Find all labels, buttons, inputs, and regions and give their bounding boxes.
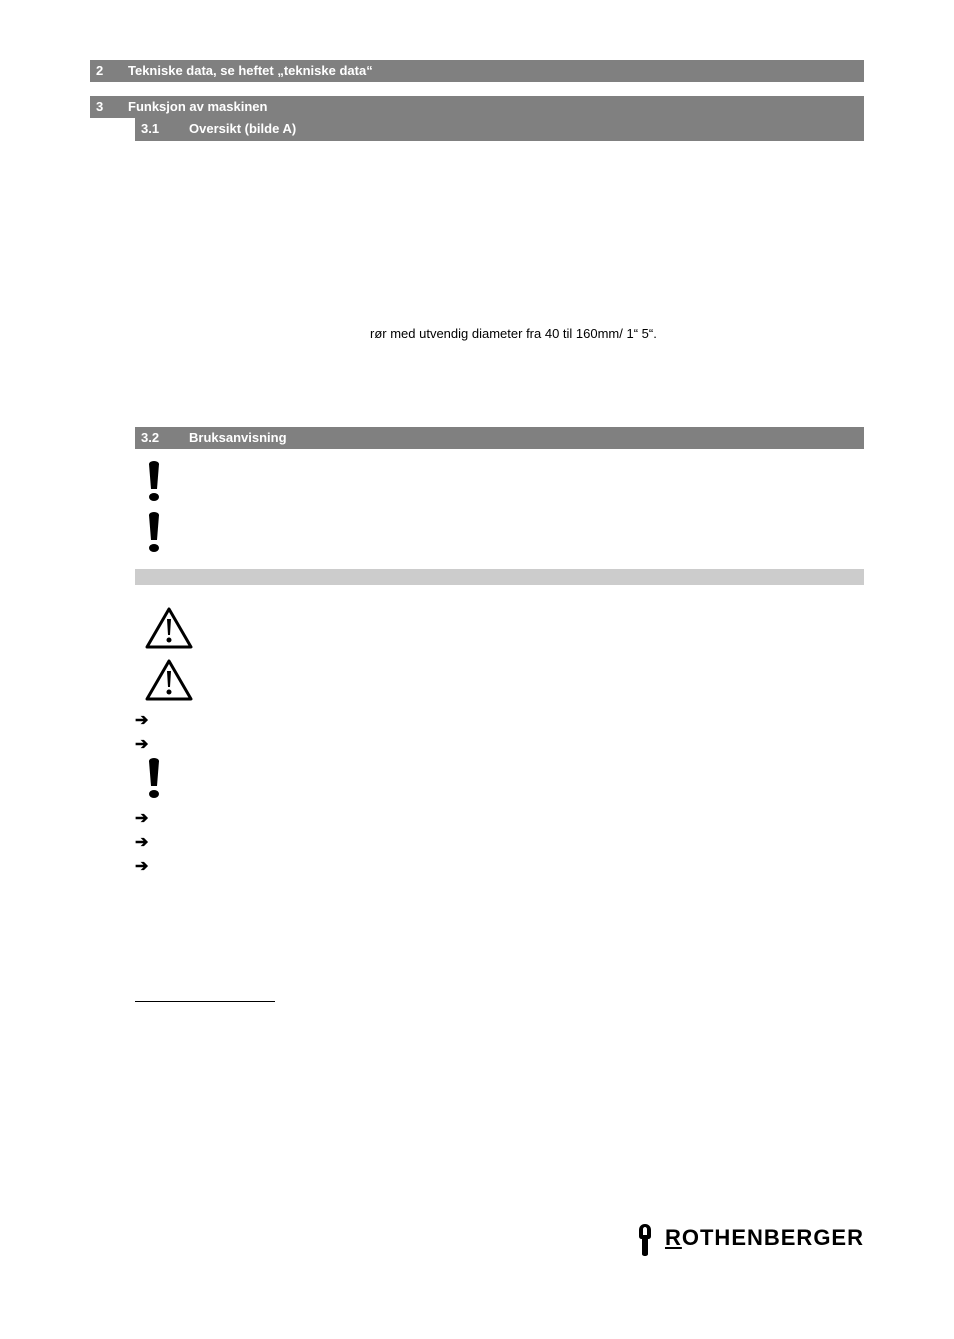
section-3-title: Funksjon av maskinen bbox=[128, 98, 267, 116]
section-2-number: 2 bbox=[96, 62, 114, 80]
section-3-1-number: 3.1 bbox=[141, 120, 169, 138]
bullet-row-3: ➔ bbox=[135, 808, 864, 830]
bullet-row-5: ➔ bbox=[135, 856, 864, 878]
bullet-row-4: ➔ bbox=[135, 832, 864, 854]
exclamation-icon bbox=[145, 758, 163, 805]
warning-triangle-icon bbox=[145, 659, 193, 706]
exclamation-icon bbox=[145, 461, 163, 508]
body-text: rør med utvendig diameter fra 40 til 160… bbox=[370, 325, 657, 343]
arrow-right-icon: ➔ bbox=[135, 734, 151, 756]
grey-separator-bar bbox=[135, 569, 864, 585]
arrow-right-icon: ➔ bbox=[135, 808, 151, 830]
section-3-1-title: Oversikt (bilde A) bbox=[189, 120, 296, 138]
notice-row-3 bbox=[145, 758, 864, 805]
notice-row-1 bbox=[145, 461, 864, 508]
page-footer: ROTHENBERGER bbox=[90, 1222, 864, 1256]
section-3-2-number: 3.2 bbox=[141, 429, 169, 447]
footnote-rule bbox=[135, 1001, 275, 1002]
arrow-right-icon: ➔ bbox=[135, 856, 151, 878]
exclamation-icon bbox=[145, 512, 163, 559]
rothenberger-logo: ROTHENBERGER bbox=[631, 1222, 864, 1256]
warning-triangle-icon bbox=[145, 607, 193, 654]
body-paragraph: rør med utvendig diameter fra 40 til 160… bbox=[135, 325, 864, 343]
logo-prefix: R bbox=[665, 1225, 682, 1250]
arrow-right-icon: ➔ bbox=[135, 832, 151, 854]
bullet-row-2: ➔ bbox=[135, 734, 864, 756]
section-3-number: 3 bbox=[96, 98, 114, 116]
section-3-2-header: 3.2 Bruksanvisning bbox=[135, 427, 864, 449]
logo-suffix: OTHENBERGER bbox=[682, 1225, 864, 1250]
logo-pliers-icon bbox=[631, 1222, 659, 1256]
warning-row-1 bbox=[145, 607, 864, 654]
section-2-title: Tekniske data, se heftet „tekniske data“ bbox=[128, 62, 373, 80]
section-3-2-title: Bruksanvisning bbox=[189, 429, 287, 447]
section-3-1-header: 3.1 Oversikt (bilde A) bbox=[135, 118, 864, 140]
warning-row-2 bbox=[145, 659, 864, 706]
notice-row-2 bbox=[145, 512, 864, 559]
section-3-header: 3 Funksjon av maskinen bbox=[90, 96, 864, 118]
arrow-right-icon: ➔ bbox=[135, 710, 151, 732]
bullet-row-1: ➔ bbox=[135, 710, 864, 732]
section-2-header: 2 Tekniske data, se heftet „tekniske dat… bbox=[90, 60, 864, 82]
logo-text: ROTHENBERGER bbox=[665, 1223, 864, 1254]
